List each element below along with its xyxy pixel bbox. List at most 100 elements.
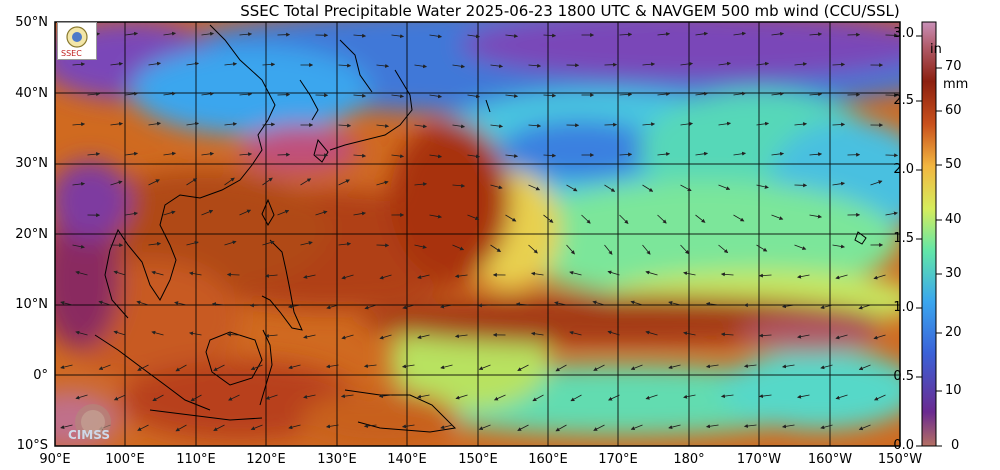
wind-arrow [619,32,633,37]
wind-arrow [683,271,696,276]
wind-arrow [353,211,366,216]
wind-arrow [832,62,846,67]
wind-arrow [528,244,538,254]
wind-arrow [224,62,238,67]
wind-arrow [353,93,367,98]
wind-arrow [148,121,162,126]
lat-label: 10°N [15,297,48,312]
wind-arrow [326,304,339,310]
wind-arrow [265,394,278,400]
wind-arrow [528,184,541,191]
wind-arrow [683,394,696,399]
wind-arrow [376,123,390,128]
wind-arrow [668,424,681,430]
wind-arrow [300,178,312,186]
wind-arrow [478,424,491,431]
wind-arrow [680,61,694,66]
wind-arrow [186,61,200,66]
wind-arrow [478,364,491,371]
wind-arrow [72,122,86,127]
wind-arrow [683,331,696,336]
wind-arrow [363,424,377,428]
wind-arrow [858,304,871,310]
wind-arrow [264,273,278,278]
wind-arrow [794,244,807,250]
wind-arrow [695,214,706,223]
wind-arrow [593,364,605,371]
wind-arrow [619,92,633,97]
wind-arrow [163,31,177,36]
wind-arrow [870,180,883,186]
wind-arrow [532,394,544,402]
wind-arrow [490,124,504,129]
wind-arrow [528,123,542,128]
wind-arrow [493,394,506,401]
wind-arrow [490,244,502,253]
lat-label: 20°N [15,227,48,242]
wind-arrow [186,178,198,186]
wind-arrow [592,300,605,306]
wind-arrow [543,153,557,158]
wind-arrow [467,154,481,159]
wind-arrow [543,214,554,223]
wind-arrow [98,364,111,370]
wind-arrow [110,180,123,186]
wind-arrow [338,241,352,246]
wind-arrow [630,364,643,371]
wind-arrow [530,271,544,276]
colorbar-in-tick: 0.5 [893,369,914,384]
wind-arrow [288,304,301,309]
wind-arrow [820,304,833,310]
wind-arrow [175,364,187,372]
wind-arrow [771,214,784,220]
wind-arrow [364,304,377,310]
wind-arrow [148,179,160,186]
wind-arrow [657,92,671,97]
wind-arrow [452,64,466,69]
wind-arrow [809,214,822,219]
wind-arrow [517,364,529,371]
wind-arrow [325,424,339,429]
wind-arrow [224,240,237,246]
wind-arrow [136,300,149,306]
wind-arrow [363,364,377,368]
wind-arrow [718,244,729,254]
wind-arrow [680,121,694,126]
wind-arrow [174,301,187,306]
wind-arrow [720,272,734,277]
wind-arrow [300,241,313,246]
wind-arrow [607,270,620,276]
wind-arrow [414,182,428,187]
colorbar-in-tick: 3.0 [893,26,914,41]
wind-arrow [809,32,823,37]
colorbar-in-tick: 2.0 [893,162,914,177]
wind-arrow [733,91,747,96]
wind-arrow [113,330,126,336]
wind-arrow [695,151,709,156]
wind-arrow [189,271,202,276]
wind-arrow [303,394,316,399]
wind-arrow [505,214,517,222]
wind-arrow [303,334,316,339]
wind-arrow [429,154,443,159]
lat-label: 0° [33,368,48,383]
wind-arrow [835,394,848,400]
wind-arrow [705,301,719,306]
wind-arrow [452,183,466,188]
wind-arrow [720,332,734,337]
wind-arrow [873,274,886,280]
wind-arrow [239,92,253,97]
wind-arrow [417,334,430,339]
wind-arrow [454,334,468,339]
lat-label: 30°N [15,156,48,171]
wind-arrow [809,152,823,157]
wind-arrow [593,424,605,431]
wind-arrow [338,63,352,68]
lat-label: 40°N [15,86,48,101]
wind-arrow [262,62,276,67]
wind-arrow [201,31,215,36]
wind-arrow [607,330,620,336]
wind-arrow [835,274,848,280]
colorbar-mm-tick: 0 [951,438,960,453]
